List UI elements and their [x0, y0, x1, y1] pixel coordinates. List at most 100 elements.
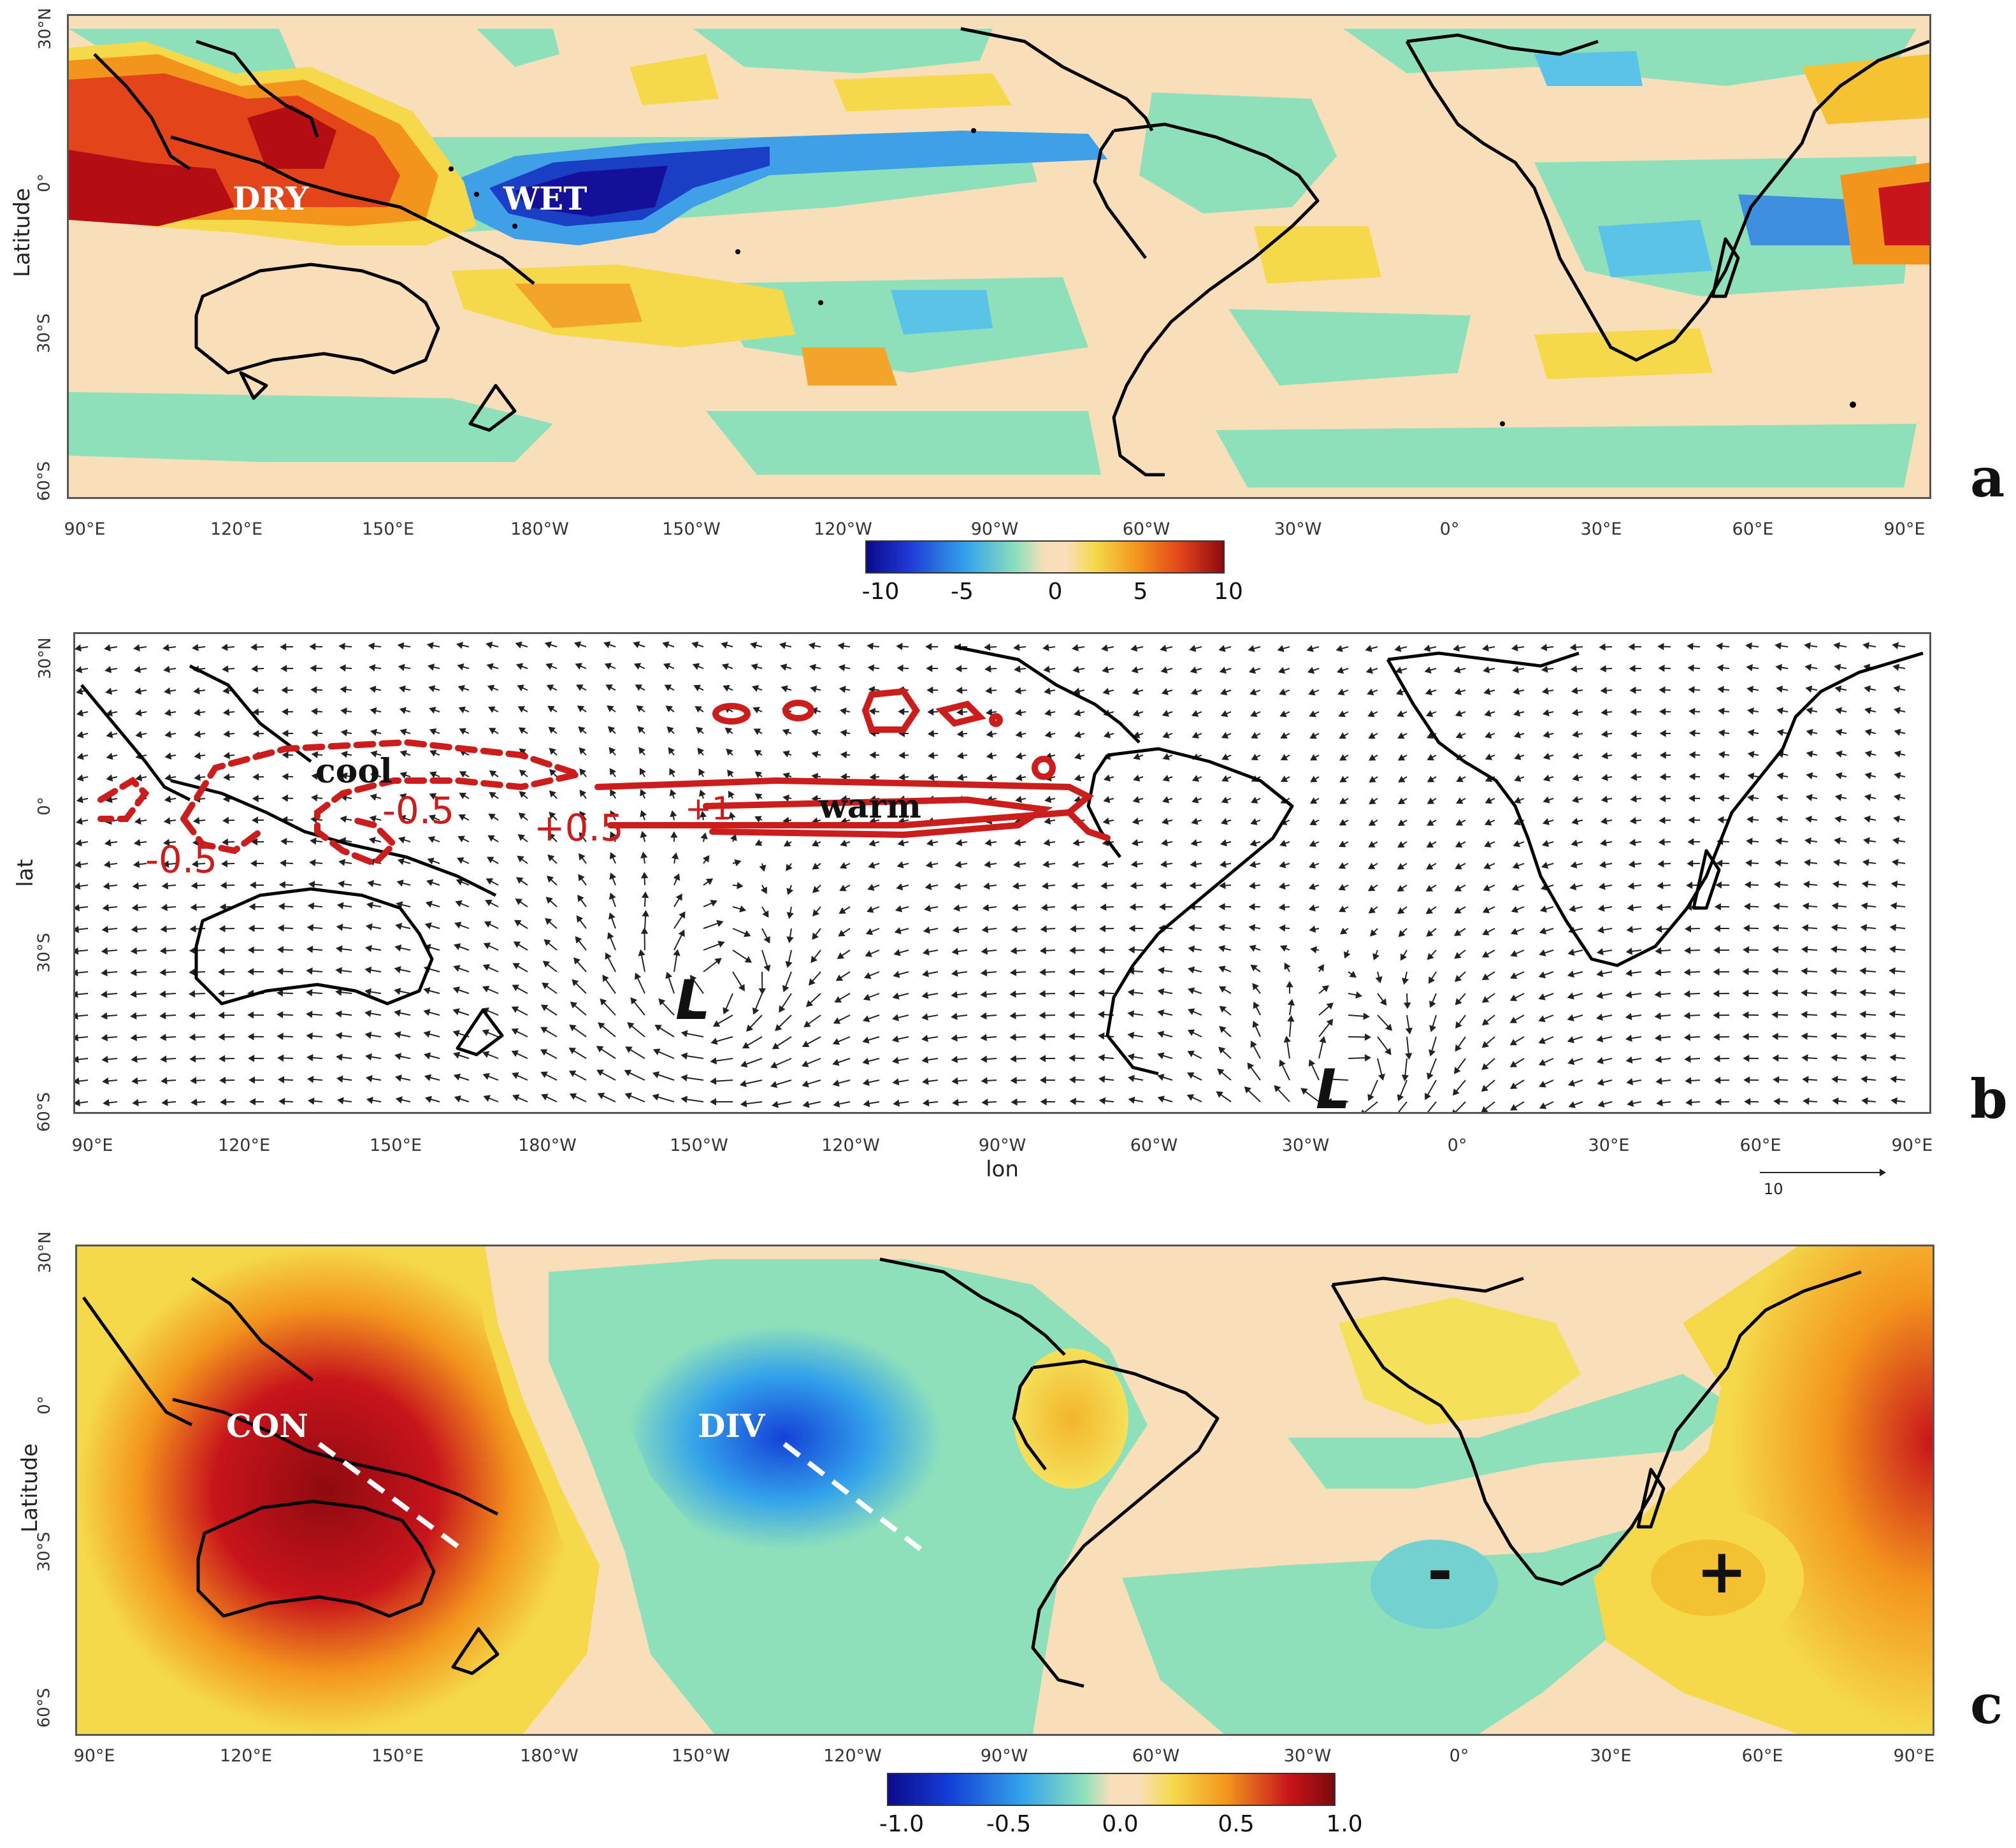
wind-vector-head: [370, 772, 378, 779]
wind-vector-head: [133, 644, 140, 652]
wind-vector-head: [101, 1012, 108, 1020]
wind-vector-head: [1039, 947, 1046, 955]
wind-vector-head: [723, 1007, 730, 1015]
wind-vector-head: [1860, 1054, 1867, 1062]
wind-vector-head: [458, 814, 466, 821]
wind-vector-head: [75, 644, 82, 652]
contour-label: -0.5: [382, 789, 455, 832]
wind-vector-head: [193, 687, 200, 695]
wind-vector-head: [1657, 860, 1664, 868]
wind-vector-head: [220, 860, 228, 868]
wind-vector-head: [457, 663, 464, 671]
wind-vector-head: [1072, 644, 1079, 652]
wind-vector-head: [1128, 1074, 1135, 1083]
wind-vector-head: [279, 859, 287, 867]
low-pressure-label: L: [675, 969, 710, 1032]
wind-vector-head: [752, 1007, 760, 1015]
wind-vector-head: [1539, 1081, 1546, 1088]
wind-vector-head: [1625, 1034, 1632, 1042]
wind-vector-head: [1452, 1109, 1457, 1112]
wind-vector-head: [1831, 1076, 1838, 1083]
wind-vector-head: [194, 752, 201, 760]
wind-vector-head: [1600, 817, 1608, 825]
wind-vector-head: [1279, 861, 1286, 869]
wind-vector-head: [608, 912, 616, 920]
wind-vector-head: [544, 641, 552, 649]
wind-vector-head: [924, 904, 932, 912]
wind-vector-head: [306, 1011, 313, 1018]
wind-vector-head: [698, 769, 705, 776]
wind-vector-head: [400, 728, 407, 736]
wind-vector-head: [1039, 1076, 1046, 1084]
wind-vector-head: [1219, 1025, 1227, 1033]
wind-vector-head: [1482, 928, 1490, 935]
wind-vector-head: [1132, 688, 1139, 695]
wind-vector-head: [1249, 688, 1257, 696]
panel-a-lat-0: 0°: [34, 173, 54, 192]
wind-vector-head: [1658, 664, 1665, 672]
wind-vector-head: [338, 880, 345, 888]
wind-vector-head: [728, 790, 735, 798]
wind-vector-head: [895, 905, 903, 913]
wind-sst-map: [75, 634, 1929, 1112]
wind-vector-head: [1157, 1052, 1165, 1060]
wind-vector-head: [1397, 841, 1405, 848]
wind-vector-head: [1832, 881, 1840, 888]
wind-vector-head: [868, 839, 876, 847]
wind-vector-head: [1127, 1053, 1135, 1061]
wind-vector-head: [159, 969, 166, 976]
wind-vector-head: [1040, 1098, 1047, 1106]
wind-vector-head: [1776, 816, 1783, 823]
wind-vector-head: [1890, 902, 1897, 910]
wind-vector-head: [1513, 688, 1520, 695]
wind-vector-head: [1509, 1082, 1518, 1089]
panel-c-lon-tick: 120°E: [219, 1746, 273, 1766]
wind-vector-head: [514, 920, 522, 927]
wind-vector-head: [1308, 904, 1316, 912]
wind-vector-head: [1454, 688, 1462, 695]
wind-vector-head: [247, 946, 254, 954]
wind-vector-head: [220, 881, 227, 890]
wind-vector-head: [194, 774, 201, 781]
wind-vector-head: [986, 752, 993, 760]
wind-vector-head: [1367, 688, 1374, 696]
wind-vector-head: [223, 730, 230, 738]
wind-vector-head: [105, 688, 113, 695]
wind-vector-head: [1130, 860, 1138, 868]
wind-vector-head: [1250, 964, 1258, 972]
panel-b-lon-tick: 90°W: [978, 1136, 1026, 1155]
wind-vector-head: [193, 709, 201, 716]
wind-vector-head: [1101, 860, 1109, 868]
wind-vector-head: [222, 709, 230, 716]
wind-vector-head: [833, 1017, 841, 1024]
wind-vector-head: [489, 728, 496, 735]
wind-vector-head: [1325, 1075, 1332, 1083]
wind-vector-head: [1427, 797, 1435, 804]
wind-vector-head: [1361, 1109, 1365, 1112]
wind-vector-head: [759, 864, 767, 872]
wind-vector-head: [486, 641, 493, 649]
wind-vector-head: [573, 641, 582, 649]
wind-vector-head: [1368, 732, 1376, 739]
wind-vector-head: [1630, 708, 1637, 716]
wind-vector-head: [921, 992, 929, 999]
wind-vector-head: [517, 706, 526, 713]
wind-vector-head: [75, 1055, 79, 1064]
wind-vector-head: [540, 1071, 548, 1078]
wind-vector-head: [671, 852, 679, 860]
wind-vector-head: [896, 664, 904, 672]
wind-vector-head: [1369, 929, 1378, 937]
wind-vector-head: [340, 729, 348, 737]
wind-vector-head: [1218, 965, 1226, 973]
wind-vector-head: [1069, 1054, 1076, 1062]
wind-vector-head: [1538, 993, 1546, 1000]
wind-vector-head: [1773, 1076, 1780, 1084]
wind-vector-head: [1189, 881, 1196, 890]
wind-vector-head: [1483, 688, 1491, 695]
wind-vector-head: [1251, 732, 1258, 739]
wind-vector-head: [482, 964, 491, 971]
wind-vector-head: [927, 751, 935, 760]
wind-vector-head: [1659, 730, 1666, 737]
wind-vector: [1397, 1101, 1408, 1112]
wind-vector-head: [365, 1074, 373, 1083]
